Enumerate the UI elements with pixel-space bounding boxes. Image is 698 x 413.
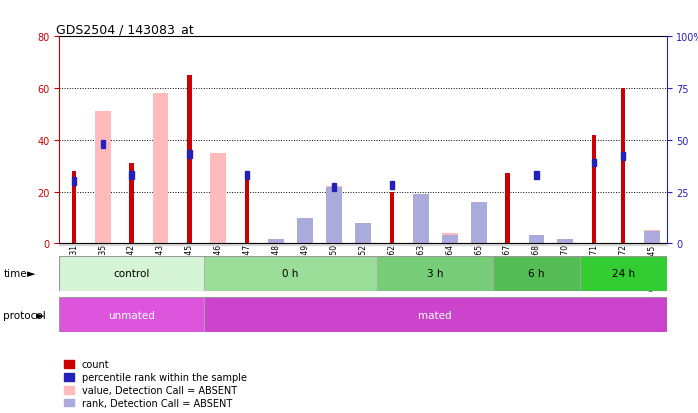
Bar <box>204 297 667 332</box>
Bar <box>528 235 544 244</box>
Bar <box>204 256 378 291</box>
Bar <box>558 240 573 244</box>
Bar <box>505 174 510 244</box>
Bar <box>210 153 226 244</box>
Bar <box>146 244 175 246</box>
Bar <box>101 141 105 148</box>
Text: 0 h: 0 h <box>283 268 299 279</box>
Text: 3 h: 3 h <box>427 268 443 279</box>
Bar <box>389 192 394 244</box>
Text: 24 h: 24 h <box>611 268 634 279</box>
Bar <box>580 256 667 291</box>
Text: ►: ► <box>36 310 44 320</box>
Bar <box>59 244 88 246</box>
Text: mated: mated <box>418 310 452 320</box>
Bar <box>332 184 336 192</box>
Bar <box>297 219 313 244</box>
Text: unmated: unmated <box>108 310 155 320</box>
Bar <box>470 202 487 244</box>
Bar <box>378 256 493 291</box>
Bar <box>442 233 458 244</box>
Bar <box>320 244 348 246</box>
Bar <box>406 244 436 246</box>
Bar <box>204 244 233 246</box>
Bar <box>355 233 371 244</box>
Bar <box>245 177 249 244</box>
Bar <box>580 244 609 246</box>
Text: GDS2504 / 143083_at: GDS2504 / 143083_at <box>57 23 194 36</box>
Bar <box>117 244 146 246</box>
Bar <box>95 112 111 244</box>
Bar <box>436 244 464 246</box>
Text: ►: ► <box>27 269 35 279</box>
Bar <box>551 244 580 246</box>
Bar <box>187 76 192 244</box>
Bar <box>534 172 539 179</box>
Bar <box>187 151 192 159</box>
Bar <box>290 244 320 246</box>
Bar <box>442 235 458 244</box>
Legend: count, percentile rank within the sample, value, Detection Call = ABSENT, rank, : count, percentile rank within the sample… <box>64 360 246 408</box>
Text: time: time <box>3 269 27 279</box>
Bar <box>355 223 371 244</box>
Bar <box>268 240 284 244</box>
Bar <box>413 200 429 244</box>
Bar <box>493 256 580 291</box>
Bar <box>493 244 522 246</box>
Bar <box>592 135 597 244</box>
Bar <box>72 178 76 185</box>
Text: protocol: protocol <box>3 310 46 320</box>
Bar <box>470 213 487 244</box>
Text: 6 h: 6 h <box>528 268 544 279</box>
Bar <box>464 244 493 246</box>
Bar <box>59 256 204 291</box>
Bar <box>621 89 625 244</box>
Bar <box>262 244 290 246</box>
Bar <box>326 188 342 244</box>
Bar <box>72 171 76 244</box>
Bar <box>348 244 378 246</box>
Bar <box>609 244 638 246</box>
Bar <box>522 244 551 246</box>
Bar <box>638 244 667 246</box>
Bar <box>389 182 394 190</box>
Bar <box>129 172 134 179</box>
Bar <box>129 164 134 244</box>
Bar <box>153 94 168 244</box>
Bar <box>175 244 204 246</box>
Text: control: control <box>114 268 150 279</box>
Bar <box>644 231 660 244</box>
Bar <box>297 223 313 244</box>
Bar <box>621 153 625 161</box>
Bar <box>592 159 597 167</box>
Bar <box>233 244 262 246</box>
Bar <box>413 194 429 244</box>
Bar <box>245 172 249 179</box>
Bar <box>644 231 660 244</box>
Bar <box>378 244 406 246</box>
Bar <box>59 297 204 332</box>
Bar <box>326 187 342 244</box>
Bar <box>88 244 117 246</box>
